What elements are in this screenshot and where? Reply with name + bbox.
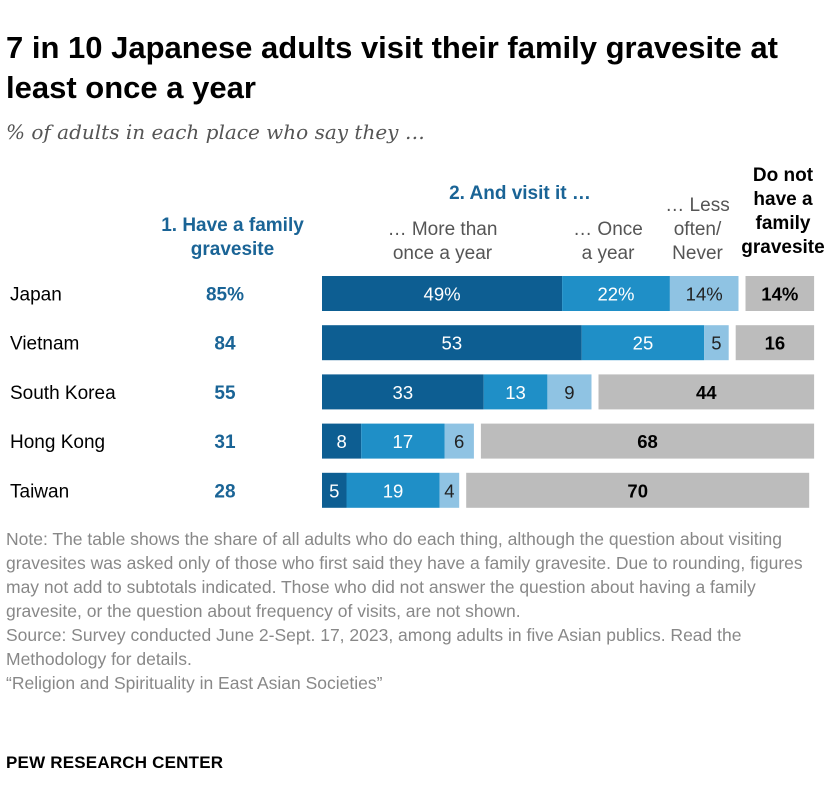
- bar-label-less-often-never-south-korea: 9: [564, 382, 574, 403]
- bar-less-often-never-vietnam: [704, 325, 729, 361]
- category-label-taiwan: Taiwan: [10, 481, 69, 502]
- header-less-often: … Less often/ Never: [665, 195, 730, 264]
- bar-label-less-often-never-hong-kong: 6: [454, 431, 464, 452]
- bar-label-once-a-year-japan: 22%: [597, 284, 634, 305]
- bar-label-less-often-never-japan: 14%: [686, 284, 723, 305]
- category-label-hong-kong: Hong Kong: [10, 432, 105, 453]
- bar-label-once-a-year-south-korea: 13: [505, 382, 526, 403]
- bar-label-more-than-once-a-year-japan: 49%: [424, 284, 461, 305]
- category-label-south-korea: South Korea: [10, 383, 116, 404]
- header-more-than-once: … More than once a year: [387, 219, 498, 264]
- bar-more-than-once-a-year-japan: [322, 276, 563, 311]
- bar-label-no-gravesite-japan: 14%: [761, 284, 798, 305]
- bar-label-more-than-once-a-year-south-korea: 33: [393, 382, 414, 403]
- bar-label-no-gravesite-vietnam: 16: [765, 333, 786, 354]
- bar-no-gravesite-hong-kong: [480, 423, 815, 459]
- brand-logo-text: PEW RESEARCH CENTER: [6, 753, 224, 772]
- have-gravesite-value-taiwan: 28: [214, 481, 235, 502]
- footnotes: Note: The table shows the share of all a…: [6, 527, 826, 695]
- bar-more-than-once-a-year-taiwan: [322, 472, 347, 508]
- header-no-gravesite: Do not have a family gravesite: [741, 165, 825, 258]
- bar-label-once-a-year-taiwan: 19: [383, 480, 404, 501]
- bar-label-more-than-once-a-year-taiwan: 5: [329, 480, 339, 501]
- bar-no-gravesite-japan: [745, 276, 815, 311]
- bar-once-a-year-taiwan: [346, 472, 440, 508]
- chart-title: 7 in 10 Japanese adults visit their fami…: [6, 30, 778, 105]
- bar-label-no-gravesite-hong-kong: 68: [637, 431, 658, 452]
- bar-more-than-once-a-year-vietnam: [322, 325, 582, 361]
- header-have-gravesite: 1. Have a family gravesite: [161, 215, 304, 260]
- bar-label-more-than-once-a-year-hong-kong: 8: [336, 431, 346, 452]
- bar-more-than-once-a-year-south-korea: [322, 374, 484, 410]
- category-label-vietnam: Vietnam: [10, 334, 79, 355]
- bar-less-often-never-taiwan: [439, 472, 460, 508]
- bar-label-once-a-year-vietnam: 25: [633, 333, 654, 354]
- header-and-visit: 2. And visit it …: [449, 183, 591, 204]
- report-title: “Religion and Spirituality in East Asian…: [6, 673, 383, 693]
- category-label-japan: Japan: [10, 285, 62, 306]
- bar-once-a-year-japan: [562, 276, 670, 311]
- bar-label-less-often-never-taiwan: 4: [444, 480, 454, 501]
- bar-once-a-year-vietnam: [581, 325, 705, 361]
- bar-less-often-never-japan: [669, 276, 739, 311]
- have-gravesite-value-japan: 85%: [206, 285, 244, 306]
- bar-no-gravesite-south-korea: [598, 374, 815, 410]
- bar-label-less-often-never-vietnam: 5: [711, 333, 721, 354]
- bar-once-a-year-south-korea: [483, 374, 548, 410]
- bar-label-no-gravesite-south-korea: 44: [696, 382, 717, 403]
- chart-subtitle: % of adults in each place who say they …: [6, 120, 425, 144]
- have-gravesite-value-vietnam: 84: [214, 334, 236, 355]
- bar-no-gravesite-taiwan: [466, 472, 810, 508]
- have-gravesite-value-hong-kong: 31: [214, 432, 236, 453]
- note-text: Note: The table shows the share of all a…: [6, 529, 803, 621]
- bar-more-than-once-a-year-hong-kong: [322, 423, 362, 459]
- source-text: Source: Survey conducted June 2-Sept. 17…: [6, 625, 742, 669]
- bar-less-often-never-hong-kong: [444, 423, 474, 459]
- bar-label-no-gravesite-taiwan: 70: [627, 480, 648, 501]
- bar-label-once-a-year-hong-kong: 17: [393, 431, 414, 452]
- have-gravesite-value-south-korea: 55: [214, 383, 236, 404]
- bar-once-a-year-hong-kong: [361, 423, 445, 459]
- bar-label-more-than-once-a-year-vietnam: 53: [442, 333, 463, 354]
- header-once: … Once a year: [573, 219, 643, 264]
- bar-less-often-never-south-korea: [547, 374, 592, 410]
- bar-no-gravesite-vietnam: [735, 325, 815, 361]
- stacked-bar-chart: Japan 85% 49% 22% 14% 14%Vietnam 84 53 25 5 16Sout…: [10, 276, 815, 508]
